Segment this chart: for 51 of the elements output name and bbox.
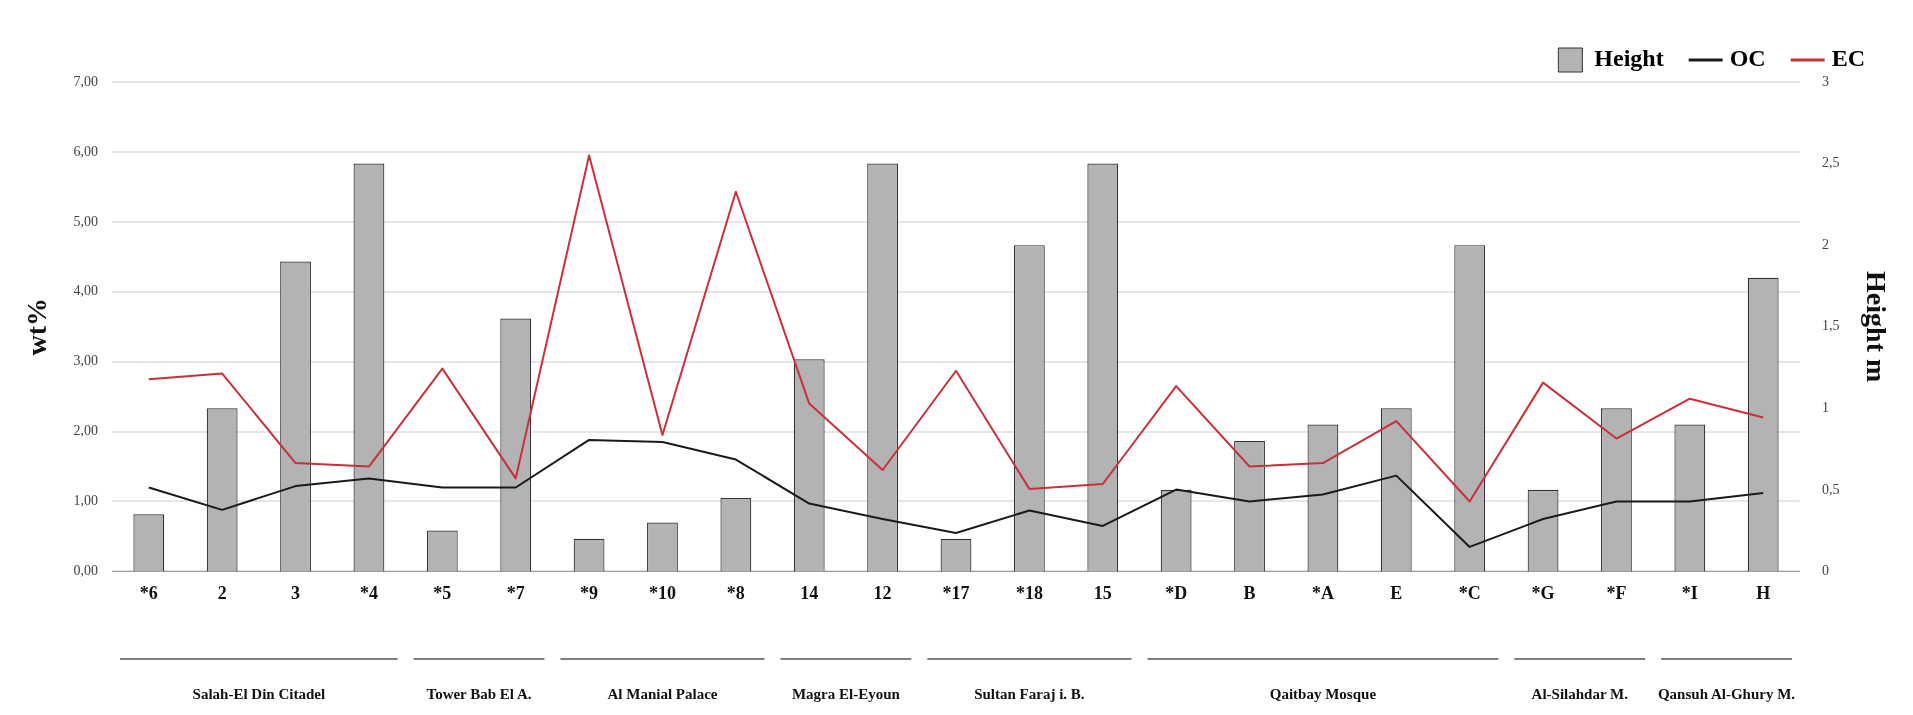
y2-tick-label: 1 <box>1821 399 1829 415</box>
y-tick-label: 7,00 <box>73 73 99 89</box>
x-tick-label: 14 <box>800 582 819 603</box>
y2-tick-label: 0,5 <box>1821 481 1840 497</box>
x-tick-label: *D <box>1165 582 1188 603</box>
y2-tick-label: 3 <box>1821 73 1829 89</box>
text: Qaitbay Mosque <box>1269 685 1377 702</box>
text: Sultan Faraj i. B. <box>974 685 1085 702</box>
x-tick-label: *C <box>1458 582 1481 603</box>
y2-tick-label: 1,5 <box>1821 318 1840 334</box>
y-tick-label: 3,00 <box>73 353 99 369</box>
x-tick-label: *F <box>1606 582 1627 603</box>
text: Tower Bab El A. <box>426 685 532 702</box>
x-tick-label: 2 <box>217 582 227 603</box>
y2-tick-label: 2 <box>1821 236 1829 252</box>
y-tick-label: 5,00 <box>73 213 99 229</box>
text: Magra El-Eyoun <box>791 685 901 702</box>
x-tick-label: *6 <box>139 582 158 603</box>
legend-label: OC <box>1729 45 1766 72</box>
x-tick-label: H <box>1756 582 1771 603</box>
y2-axis-title: Height m <box>1860 271 1892 383</box>
x-tick-label: *7 <box>506 582 525 603</box>
x-tick-label: *10 <box>648 582 676 603</box>
x-tick-label: *18 <box>1015 582 1043 603</box>
y-tick-label: 2,00 <box>73 423 99 439</box>
y-tick-label: 0,00 <box>73 563 99 579</box>
text: Salah-El Din Citadel <box>192 685 326 702</box>
x-tick-label: *A <box>1311 582 1334 603</box>
y2-tick-label: 2,5 <box>1821 155 1840 171</box>
text: Qansuh Al-Ghury M. <box>1657 685 1796 702</box>
y-tick-label: 4,00 <box>73 283 99 299</box>
text: Al Manial Palace <box>607 685 718 702</box>
x-tick-label: E <box>1390 582 1403 603</box>
x-tick-label: *4 <box>359 582 378 603</box>
x-tick-label: *5 <box>433 582 452 603</box>
legend-label: EC <box>1831 45 1865 72</box>
x-tick-label: *G <box>1531 582 1555 603</box>
x-tick-label: *I <box>1681 582 1698 603</box>
x-tick-label: 15 <box>1093 582 1112 603</box>
y2-tick-label: 0 <box>1821 563 1829 579</box>
y-tick-label: 6,00 <box>73 143 99 159</box>
x-tick-label: 12 <box>873 582 892 603</box>
y-tick-label: 1,00 <box>73 493 99 509</box>
x-tick-label: B <box>1243 582 1256 603</box>
legend-label: Height <box>1594 45 1664 72</box>
x-tick-label: 3 <box>291 582 301 603</box>
y-axis-title: wt% <box>21 297 53 356</box>
x-tick-label: *9 <box>580 582 599 603</box>
text: Al-Silahdar M. <box>1531 685 1629 702</box>
x-tick-label: *8 <box>726 582 745 603</box>
x-tick-label: *17 <box>942 582 970 603</box>
